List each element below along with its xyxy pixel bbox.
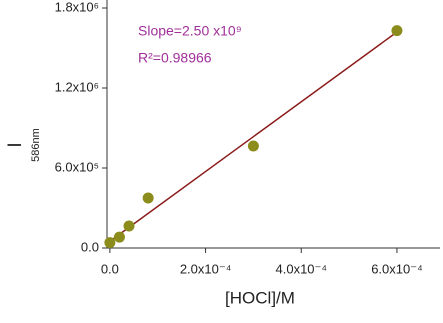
y-tick-label: 6.0x10⁵ <box>55 159 99 174</box>
point <box>247 140 259 152</box>
point <box>142 192 154 204</box>
y-tick-label: 1.2x10⁶ <box>55 79 99 94</box>
fit-line <box>109 31 398 242</box>
x-tick-label: 4.0x10⁻⁴ <box>276 261 327 276</box>
point <box>391 25 403 37</box>
point <box>104 237 116 249</box>
x-axis-label: [HOCl]/M <box>225 288 295 307</box>
y-axis-label-group: I 586nm <box>5 128 42 162</box>
y-axis-label-sub: 586nm <box>30 128 42 162</box>
x-tick-label: 6.0x10⁻⁴ <box>371 261 422 276</box>
x-tick-label: 0.0 <box>101 261 119 276</box>
y-tick-label: 0.0 <box>81 239 99 254</box>
annotation: Slope=2.50 x10⁹ <box>138 23 242 39</box>
x-tick-label: 2.0x10⁻⁴ <box>180 261 231 276</box>
annotation: R²=0.98966 <box>138 50 212 66</box>
y-tick-label: 1.8x10⁶ <box>55 0 99 14</box>
y-axis-label: I <box>5 142 26 147</box>
point <box>123 220 135 232</box>
point <box>113 231 125 243</box>
